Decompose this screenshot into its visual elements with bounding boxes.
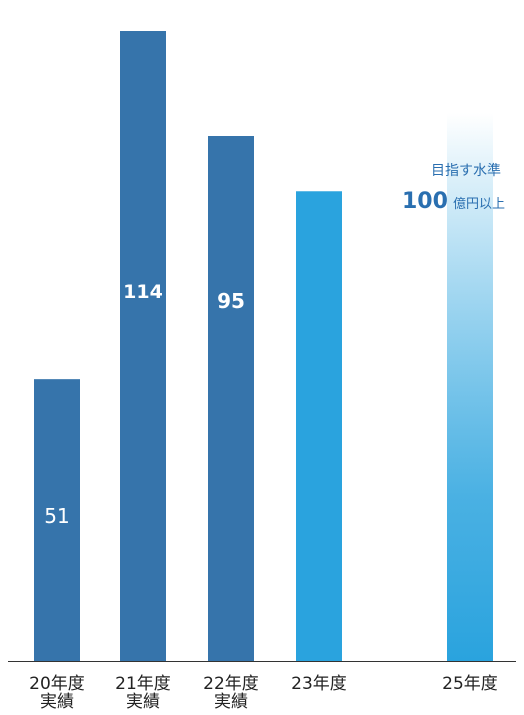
target-caption: 目指す水準 [431, 163, 501, 179]
bar-3 [296, 191, 342, 661]
category-label-4-0: 25年度 [442, 674, 498, 694]
category-label-0-0: 20年度 [29, 674, 85, 694]
target-amount-line: 100 億円以上 [402, 189, 505, 214]
category-label-2-0: 22年度 [203, 674, 259, 694]
bar-0 [34, 379, 80, 661]
category-label-1-0: 21年度 [115, 674, 171, 694]
target-amount: 100 [402, 189, 448, 214]
category-label-3-0: 23年度 [291, 674, 347, 694]
value-label-1: 114 [123, 281, 163, 303]
target-unit: 億円以上 [453, 196, 505, 212]
bar-4 [447, 113, 493, 661]
bar-2 [208, 136, 254, 661]
bars-group [34, 31, 493, 661]
category-label-0-1: 実績 [40, 692, 74, 712]
value-label-0: 51 [44, 504, 69, 528]
value-labels-group: 51 114 95 [44, 281, 245, 528]
category-label-1-1: 実績 [126, 692, 160, 712]
target-annotation: 目指す水準 100 億円以上 [402, 163, 505, 214]
bar-1 [120, 31, 166, 661]
value-label-2: 95 [217, 289, 245, 313]
category-label-2-1: 実績 [214, 692, 248, 712]
